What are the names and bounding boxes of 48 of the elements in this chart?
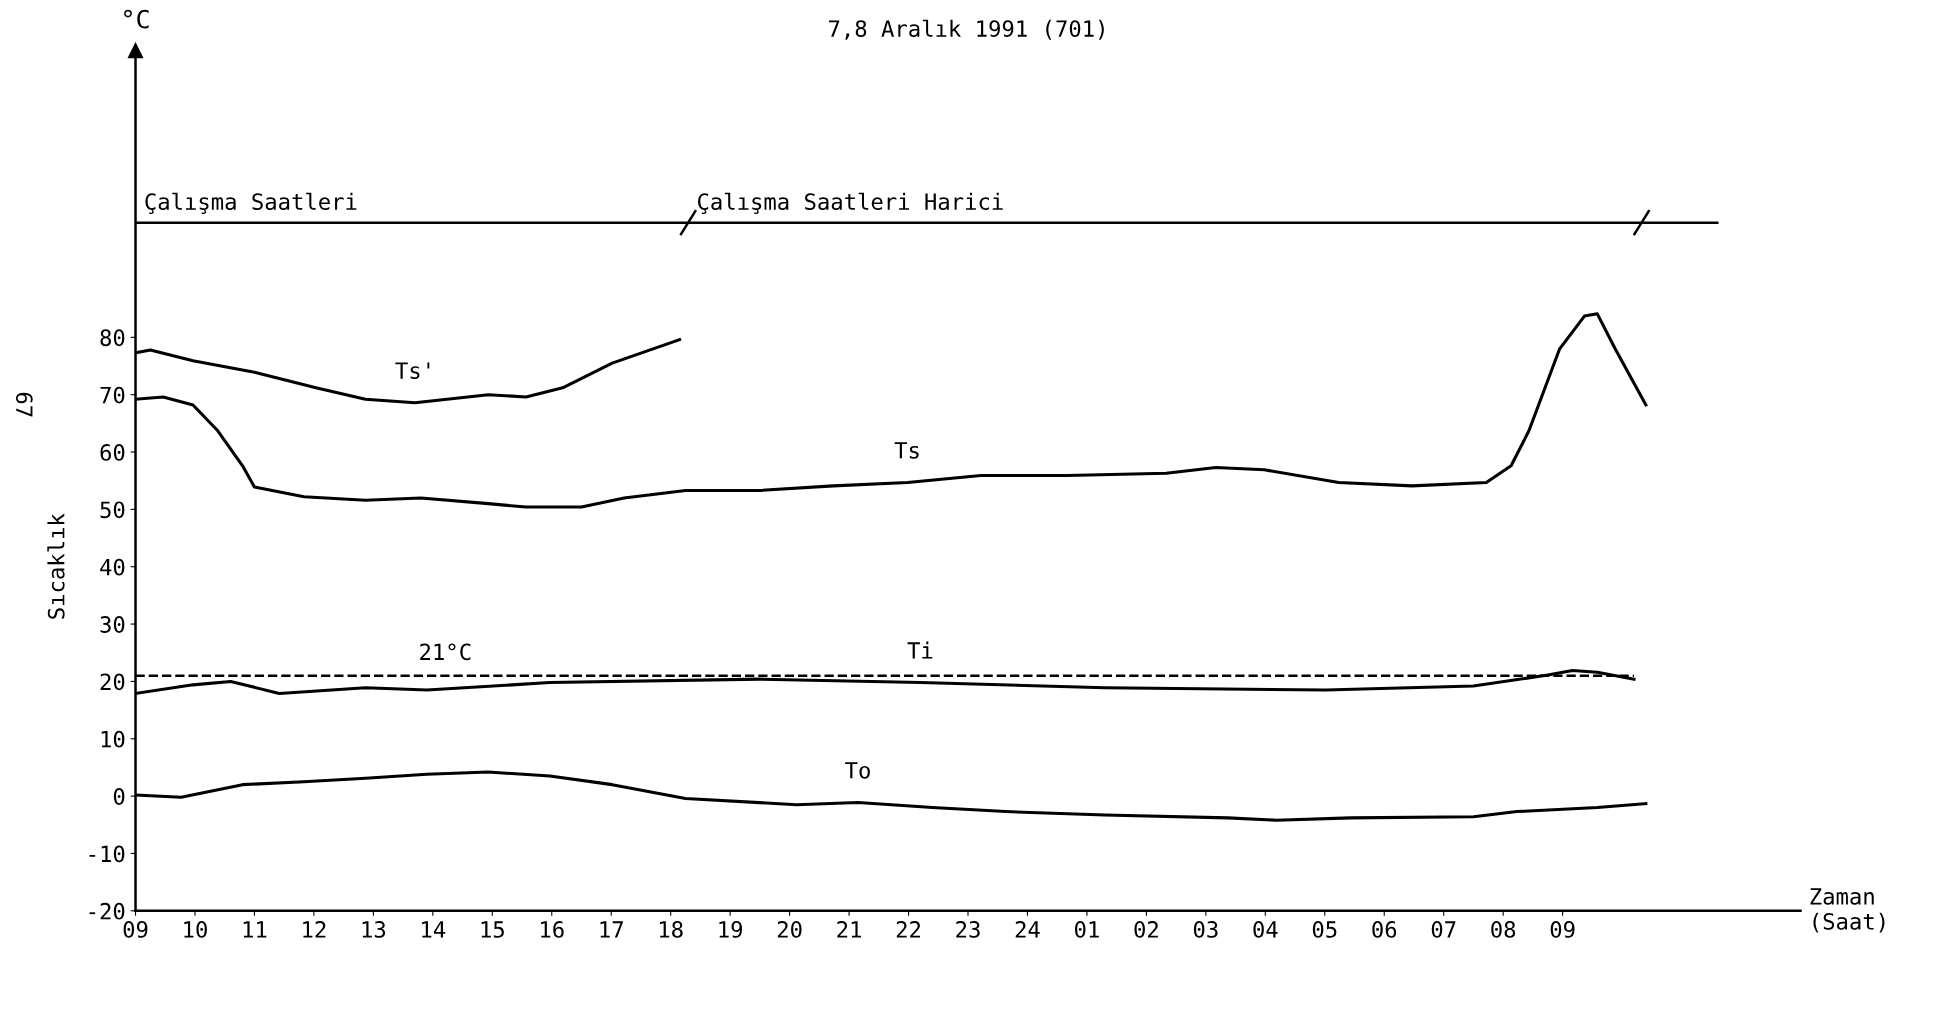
x-tick-label: 18 [659, 921, 683, 938]
x-axis-title: Zaman (Saat) [1810, 888, 1885, 933]
y-tick-label: -20 [89, 902, 125, 920]
x-tick-label: 03 [1193, 921, 1218, 938]
x-tick-label: 05 [1312, 921, 1337, 938]
annotation: Çalışma Saatleri [145, 192, 357, 214]
x-tick-label: 09 [123, 921, 148, 938]
x-tick-label: 16 [541, 921, 564, 938]
y-axis-title: Sıcaklık [47, 513, 65, 619]
y-tick-label: 20 [100, 673, 125, 691]
text: °C [124, 9, 149, 29]
x-tick-label: 07 [1431, 921, 1456, 938]
x-tick-label: 24 [1015, 921, 1040, 938]
chart-title: 7,8 Aralık 1991 (701) [829, 19, 1104, 40]
series-label: To [845, 762, 870, 779]
text: 67 [15, 392, 33, 417]
x-tick-label: 15 [481, 921, 504, 938]
x-tick-label: 20 [777, 921, 802, 938]
y-tick-label: 40 [100, 558, 125, 576]
x-tick-label: 09 [1550, 921, 1575, 938]
series-label: Ts' [395, 362, 430, 379]
x-tick-label: 22 [896, 921, 921, 938]
ref-line-label: 21°C [420, 643, 471, 661]
y-tick-label: 70 [100, 386, 125, 404]
x-tick-label: 23 [956, 921, 980, 938]
x-tick-label: 13 [362, 921, 386, 938]
x-tick-label: 11 [243, 921, 267, 938]
x-tick-label: 06 [1372, 921, 1397, 938]
x-tick-label: 12 [303, 921, 326, 938]
y-tick-label: 60 [100, 444, 125, 461]
y-tick-label: 10 [101, 730, 125, 748]
x-tick-label: 01 [1074, 921, 1099, 938]
y-tick-label: 50 [100, 501, 125, 519]
x-tick-label: 04 [1253, 921, 1278, 938]
annotation: Çalışma Saatleri Harici [698, 192, 1003, 214]
y-tick-label: 80 [100, 329, 125, 347]
x-tick-label: 17 [600, 921, 623, 938]
x-tick-label: 08 [1491, 921, 1516, 938]
x-tick-label: 21 [837, 921, 861, 938]
y-tick-label: -10 [89, 845, 125, 863]
y-tick-label: 0 [113, 788, 125, 805]
x-tick-label: 19 [719, 921, 743, 938]
x-tick-label: 10 [184, 921, 207, 938]
y-tick-label: 30 [100, 616, 125, 633]
series-label: Ts [894, 442, 919, 459]
x-tick-label: 02 [1134, 921, 1158, 938]
x-tick-label: 14 [422, 921, 446, 938]
series-label: Ti [907, 641, 933, 659]
